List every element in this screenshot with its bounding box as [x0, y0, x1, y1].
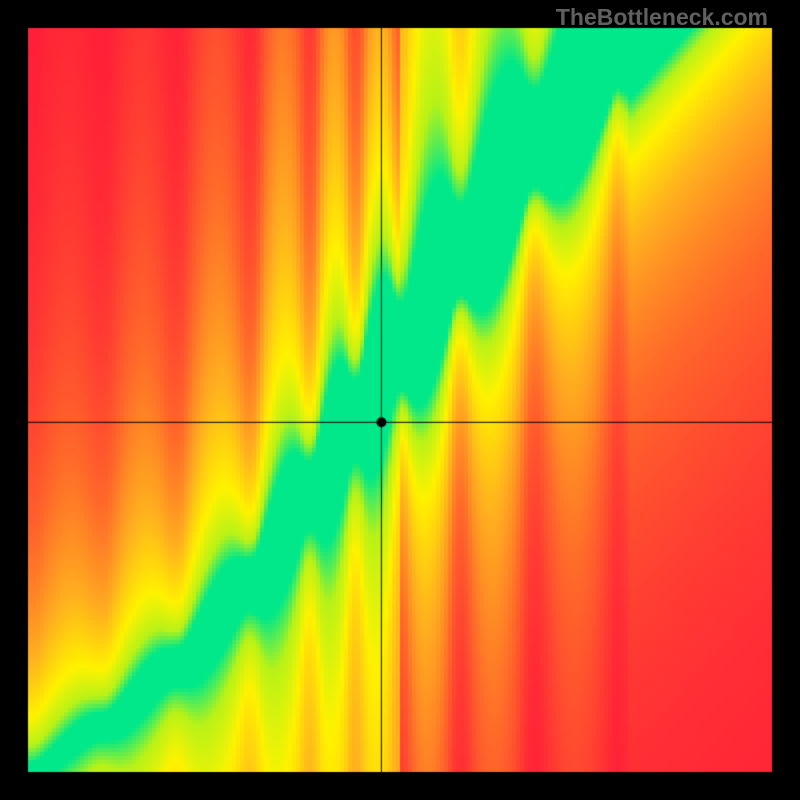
bottleneck-heatmap	[0, 0, 800, 800]
watermark-label: TheBottleneck.com	[556, 4, 768, 31]
